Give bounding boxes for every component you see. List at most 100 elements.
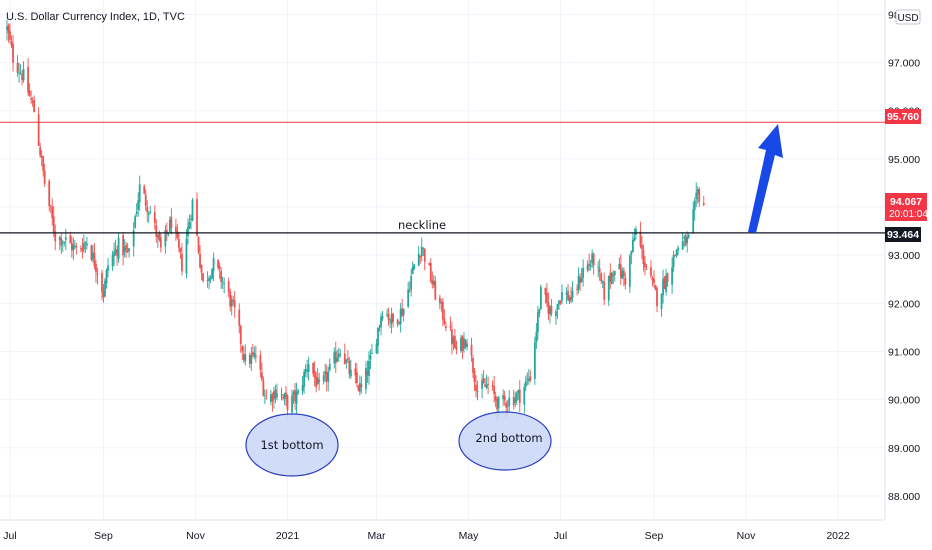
candle-body [377,328,379,346]
candle-body [188,222,191,229]
candle-body [167,233,170,235]
candle-body [191,199,194,221]
time-tick-label: Nov [186,530,205,542]
candle-body [49,205,52,207]
candle-body [671,267,673,285]
candle-body [315,376,318,388]
candle-body [107,265,109,271]
candle-body [143,185,146,194]
candle-body [481,380,483,389]
candle-body [230,299,233,307]
candle-body [324,371,327,375]
candle-body [359,383,361,392]
level-badge-upper[interactable]: 95.760 [885,109,921,124]
candle-body [567,291,569,301]
up-arrow-icon [748,124,783,233]
candle-body [666,272,669,282]
candle-body [641,244,643,250]
candle-body [144,194,147,206]
candle-body [571,290,574,298]
candle-body [695,192,698,200]
candle-body [419,256,422,258]
candle-body [43,170,46,184]
candle-body [348,360,351,375]
candle-body [116,249,118,257]
candle-body [220,271,223,282]
candle-body [159,237,162,248]
candle-body [178,238,180,248]
candle-body [381,316,384,319]
candle-body [181,253,183,272]
second-bottom-label: 2nd bottom [475,431,542,445]
candle-body [460,338,462,352]
candle-body [633,237,636,242]
candle-body [550,305,553,314]
candle-body [33,99,36,113]
candle-body [125,245,128,250]
candle-body [295,392,298,404]
candle-body [294,390,296,402]
candle-body [208,277,210,281]
candle-body [223,283,226,285]
candle-body [102,291,105,298]
candle-body [444,326,447,329]
currency-box[interactable] [895,9,921,25]
candle-body [496,398,499,410]
candle-body [270,393,272,402]
candle-body [73,245,76,247]
candle-body [549,306,551,315]
candle-body [555,311,557,317]
candle-body [111,255,114,267]
candle-body [123,247,126,253]
candle-body [597,267,600,269]
candle-body [179,247,182,252]
candle-body [10,41,13,46]
candle-body [463,338,465,349]
candle-body [582,267,585,278]
candle-body [502,394,505,400]
candle-body [607,275,610,301]
candle-body [114,249,117,253]
candle-body [396,319,399,325]
candle-body [168,219,171,234]
candle-body [233,300,236,308]
level-badge-neckline[interactable]: 93.464 [885,227,921,242]
currency-label: USD [897,13,918,24]
candle-body [137,200,140,210]
candle-body [576,289,578,290]
candle-body [630,251,633,255]
candle-body [16,62,19,73]
price-tick-label: 95.000 [888,154,920,166]
candle-body [601,281,604,283]
candle-body [645,269,648,270]
candle-body [454,336,456,349]
candle-body [185,238,188,274]
time-axis[interactable]: Jul Sep Nov 2021 Mar May Jul Sep Nov 2022 [3,530,850,542]
candle-body [491,385,494,387]
candle-body [202,273,204,282]
candle-body [206,279,209,281]
candle-body [149,211,152,213]
candle-body [12,43,14,63]
last-price-badge[interactable]: 94.067 20:01:04 [885,193,928,221]
candle-body [527,378,530,382]
candle-body [28,90,31,96]
candle-body [693,200,696,211]
candle-body [603,282,606,300]
price-tick-label: 89.000 [888,443,920,455]
candle-body [304,369,307,373]
candle-body [343,353,346,364]
candle-body [434,281,437,300]
candle-body [417,253,420,266]
candle-body [355,372,358,384]
candle-body [398,321,401,323]
candle-body [227,281,230,293]
candle-body [696,189,699,194]
candle-body [529,376,532,381]
candle-body [472,357,474,373]
candle-body [556,303,559,310]
candle-body [642,249,645,265]
candle-body [369,354,372,360]
